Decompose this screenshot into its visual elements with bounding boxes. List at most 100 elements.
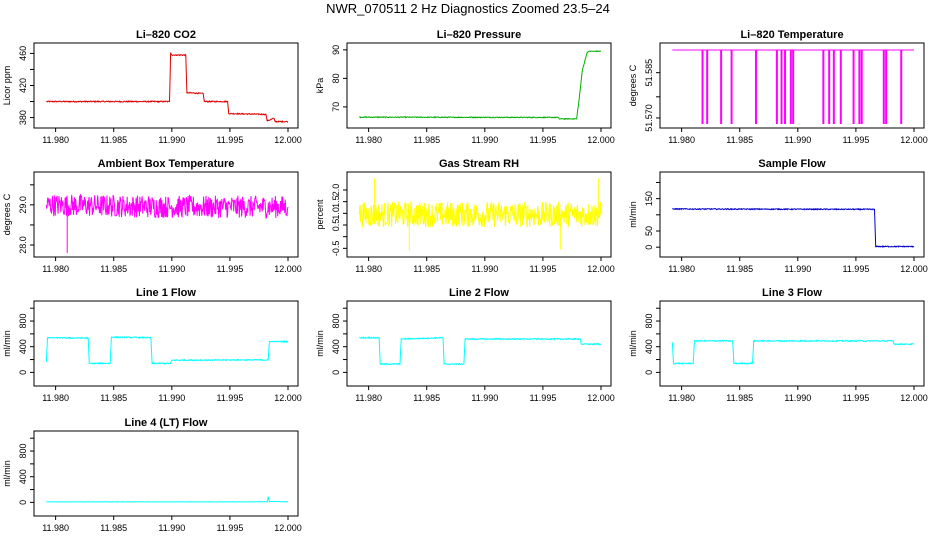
- y-tick-label: 0.5: [331, 219, 341, 232]
- plot-frame: [33, 171, 299, 258]
- y-tick-label: 0: [18, 370, 28, 375]
- y-tick-label: 400: [644, 339, 654, 354]
- y-tick-label: 400: [331, 339, 341, 354]
- x-tick-label: 11.985: [100, 135, 127, 145]
- x-tick-label: 11.980: [668, 135, 695, 145]
- y-tick-label: 800: [644, 314, 654, 329]
- y-axis-label: ml/min: [2, 460, 12, 487]
- series-line-pressure: [359, 50, 602, 121]
- y-tick-label: 0: [331, 370, 341, 375]
- page-title: NWR_070511 2 Hz Diagnostics Zoomed 23.5–…: [326, 1, 610, 16]
- y-tick-label: 380: [18, 110, 28, 125]
- panel-title: Li–820 Pressure: [437, 29, 521, 41]
- y-tick-label: 0: [644, 245, 654, 250]
- y-tick-label: 80: [331, 73, 341, 83]
- y-tick-label: 800: [18, 444, 28, 459]
- x-tick-label: 11.990: [158, 393, 185, 403]
- plot-frame: [346, 42, 612, 129]
- x-tick-label: 11.985: [413, 135, 440, 145]
- plot-frame: [33, 300, 299, 387]
- x-tick-label: 11.995: [216, 523, 243, 533]
- x-tick-label: 11.980: [42, 135, 69, 145]
- y-tick-label: 1.5: [331, 195, 341, 208]
- panel-10: Line 4 (LT) Flow ml/min 0 400 800 11.980 11.98…: [2, 417, 302, 533]
- panel-1: Li–820 CO2 Licor ppm 380 420 460 11.980 11.985…: [2, 29, 302, 145]
- x-tick-label: 11.995: [216, 135, 243, 145]
- x-tick-label: 12.000: [900, 135, 928, 145]
- x-tick-label: 12.000: [274, 393, 302, 403]
- panel-9: Line 3 Flow ml/min 0 400 800 11.980 11.985 11.9…: [628, 287, 928, 403]
- x-tick-label: 11.995: [842, 135, 869, 145]
- y-tick-label: 0: [18, 500, 28, 505]
- x-tick-label: 11.980: [355, 264, 382, 274]
- panel-7: Line 1 Flow ml/min 0 400 800 11.980 11.985 11.9…: [2, 287, 302, 403]
- panel-4: Ambient Box Temperature degrees C 28.0 29.0…: [2, 158, 302, 274]
- y-tick-label: 400: [18, 469, 28, 484]
- x-tick-label: 11.980: [355, 135, 382, 145]
- series-line-line3: [671, 339, 915, 365]
- panel-title: Gas Stream RH: [439, 158, 519, 170]
- y-tick-label: 51.570: [644, 104, 654, 132]
- x-tick-label: 11.985: [100, 264, 127, 274]
- plot-frame: [33, 42, 299, 129]
- y-tick-label: 51.585: [644, 59, 654, 87]
- x-tick-label: 11.985: [726, 393, 753, 403]
- series-line-co2: [46, 52, 289, 124]
- y-axis-label: Licor ppm: [2, 66, 12, 106]
- panel-title: Li–820 CO2: [136, 29, 196, 41]
- panel-title: Ambient Box Temperature: [98, 158, 235, 170]
- x-tick-label: 11.985: [100, 523, 127, 533]
- y-tick-label: 2.0: [331, 184, 341, 197]
- panel-title: Line 3 Flow: [762, 287, 822, 299]
- y-tick-label: 800: [331, 314, 341, 329]
- panel-title: Line 4 (LT) Flow: [125, 417, 208, 429]
- x-tick-label: 11.990: [158, 135, 185, 145]
- x-tick-label: 11.995: [216, 393, 243, 403]
- x-tick-label: 12.000: [587, 393, 615, 403]
- panel-title: Line 1 Flow: [136, 287, 196, 299]
- y-tick-label: 460: [18, 46, 28, 61]
- y-tick-label: 29.0: [18, 196, 28, 214]
- x-tick-label: 11.980: [42, 264, 69, 274]
- y-axis-label: ml/min: [628, 201, 638, 228]
- y-axis-label: kPa: [315, 78, 325, 94]
- series-line-line2: [359, 336, 602, 366]
- panel-8: Line 2 Flow ml/min 0 400 800 11.980 11.985 11.9…: [315, 287, 615, 403]
- y-tick-label: 50: [644, 226, 654, 236]
- y-tick-label: 70: [331, 102, 341, 112]
- x-tick-label: 11.990: [471, 135, 498, 145]
- y-axis-label: ml/min: [628, 330, 638, 357]
- series-line-rh: [358, 178, 602, 251]
- x-tick-label: 11.990: [471, 264, 498, 274]
- y-axis-label: ml/min: [2, 330, 12, 357]
- x-tick-label: 12.000: [900, 264, 928, 274]
- x-tick-label: 11.990: [471, 393, 498, 403]
- y-axis-label: ml/min: [315, 330, 325, 357]
- x-tick-label: 11.980: [42, 393, 69, 403]
- x-tick-label: 11.985: [413, 264, 440, 274]
- x-tick-label: 11.995: [216, 264, 243, 274]
- panel-3: Li–820 Temperature degrees C 51.570 51.585 1…: [628, 29, 928, 145]
- panel-title: Sample Flow: [758, 158, 826, 170]
- y-tick-label: 1.0: [331, 207, 341, 220]
- x-tick-label: 12.000: [274, 264, 302, 274]
- x-tick-label: 11.995: [529, 264, 556, 274]
- panel-5: Gas Stream RH percent -0.5 0.51.01.52.0 11.9…: [315, 158, 615, 274]
- x-tick-label: 11.995: [842, 393, 869, 403]
- series-line-sample: [672, 207, 915, 248]
- plot-frame: [659, 42, 925, 129]
- x-tick-label: 11.980: [42, 523, 69, 533]
- x-tick-label: 11.990: [784, 135, 811, 145]
- x-tick-label: 11.990: [158, 264, 185, 274]
- plot-frame: [346, 171, 612, 258]
- x-tick-label: 11.985: [100, 393, 127, 403]
- x-tick-label: 11.995: [842, 264, 869, 274]
- y-axis-label: degrees C: [2, 193, 12, 235]
- y-tick-label: 0: [644, 370, 654, 375]
- y-tick-label: 800: [18, 314, 28, 329]
- x-tick-label: 11.980: [668, 264, 695, 274]
- series-line-ambient: [45, 193, 289, 253]
- x-tick-label: 11.980: [355, 393, 382, 403]
- x-tick-label: 12.000: [587, 264, 615, 274]
